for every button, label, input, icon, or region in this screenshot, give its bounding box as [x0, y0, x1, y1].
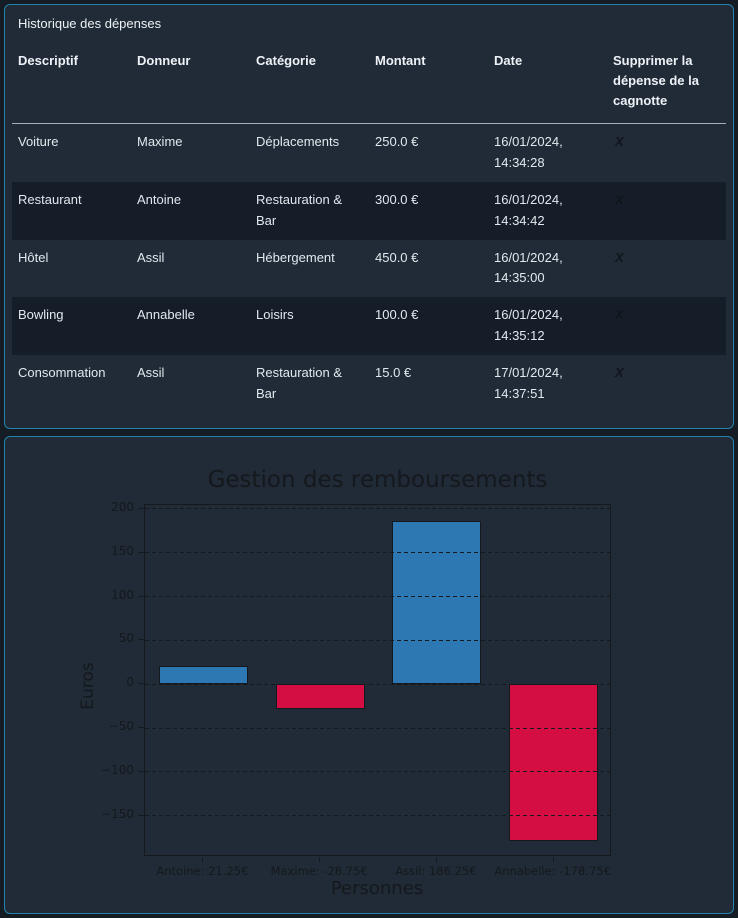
- reimbursement-chart: Gestion des remboursements Euros Personn…: [5, 437, 733, 913]
- chart-card: Gestion des remboursements Euros Personn…: [4, 436, 734, 914]
- col-header-montant: Montant: [369, 43, 488, 125]
- chart-title: Gestion des remboursements: [207, 467, 548, 493]
- y-tick-label: −150: [101, 806, 134, 821]
- bar-assil: [392, 521, 482, 685]
- cell-categorie: Déplacements: [256, 134, 340, 150]
- cell-categorie: Restauration & Bar: [256, 364, 342, 401]
- x-tick-mark: [202, 857, 204, 862]
- y-tick-mark: [138, 551, 144, 553]
- y-tick-label: −50: [108, 719, 134, 734]
- y-tick-label: 150: [111, 543, 134, 558]
- y-tick-label: 0: [126, 675, 134, 690]
- cell-donneur: Assil: [137, 249, 165, 265]
- cell-date: 16/01/2024, 14:34:42: [494, 192, 563, 228]
- table-row-restaurant: Restaurant Antoine Restauration & Bar 300.0…: [12, 182, 726, 240]
- x-tick-mark: [435, 857, 437, 862]
- bar-annabelle: [509, 684, 599, 841]
- expenses-table: Descriptif Donneur Catégorie Montant Date Sup…: [12, 43, 726, 412]
- cell-date: 16/01/2024, 14:34:28: [494, 134, 563, 171]
- cell-date: 16/01/2024, 14:35:12: [494, 307, 563, 343]
- cell-donneur: Annabelle: [137, 307, 195, 323]
- expenses-history-card: Historique des dépenses Descriptif Donneu…: [4, 4, 734, 429]
- gridline--100: [145, 771, 610, 773]
- cell-categorie: Hébergement: [256, 249, 335, 265]
- cell-donneur: Maxime: [137, 134, 183, 150]
- expenses-card-title: Historique des dépenses: [18, 16, 162, 31]
- delete-expense-button[interactable]: X: [613, 248, 624, 268]
- gridline-50: [145, 639, 610, 641]
- y-tick-label: 50: [118, 631, 134, 646]
- delete-expense-button[interactable]: X: [613, 190, 624, 210]
- cell-montant: 250.0 €: [375, 134, 419, 150]
- bar-maxime: [275, 684, 365, 710]
- table-header-row: Descriptif Donneur Catégorie Montant Date Sup…: [12, 43, 726, 125]
- gridline-200: [145, 508, 610, 510]
- cell-delete: X: [607, 182, 726, 240]
- gridline-100: [145, 596, 610, 598]
- y-tick-label: 200: [111, 499, 134, 514]
- cell-delete: X: [607, 297, 726, 355]
- delete-expense-button[interactable]: X: [613, 305, 624, 325]
- table-row-bowling: Bowling Annabelle Loisirs 100.0 € 16/01/2024…: [12, 297, 726, 355]
- y-tick-label: −100: [101, 762, 134, 777]
- bar-antoine: [158, 665, 248, 685]
- cell-delete: X: [607, 124, 726, 182]
- cell-donneur: Assil: [137, 364, 165, 380]
- table-row-consommation: Consommation Assil Restauration & Bar 15.0 …: [12, 355, 726, 413]
- x-tick-label-maxime: Maxime: -28.75€: [270, 864, 368, 878]
- y-tick-mark: [138, 507, 144, 509]
- delete-expense-button[interactable]: X: [613, 363, 624, 383]
- cell-date: 17/01/2024, 14:37:51: [494, 364, 563, 401]
- y-tick-mark: [138, 683, 144, 685]
- gridline-0: [145, 683, 610, 685]
- delete-expense-button[interactable]: X: [613, 132, 624, 152]
- x-tick-label-annabelle: Annabelle: -178.75€: [494, 864, 611, 878]
- cell-montant: 450.0 €: [375, 249, 419, 265]
- cell-date: 16/01/2024, 14:35:00: [494, 249, 563, 286]
- col-header-donneur: Donneur: [131, 43, 250, 125]
- cell-descriptif: Restaurant: [18, 192, 82, 208]
- col-header-date: Date: [488, 43, 607, 125]
- x-tick-mark: [319, 857, 321, 862]
- y-tick-mark: [138, 814, 144, 816]
- gridline--50: [145, 727, 610, 729]
- cell-descriptif: Voiture: [18, 134, 59, 150]
- x-tick-mark: [552, 857, 554, 862]
- cell-donneur: Antoine: [137, 192, 182, 208]
- cell-descriptif: Hôtel: [18, 249, 49, 265]
- cell-descriptif: Consommation: [18, 364, 106, 380]
- x-tick-label-assil: Assil: 186.25€: [395, 864, 477, 878]
- col-header-supprimer-la-depense-de-la-cagnotte: Supprimer la dépense de la cagnotte: [607, 43, 726, 125]
- col-header-descriptif: Descriptif: [12, 43, 131, 125]
- cell-descriptif: Bowling: [18, 307, 64, 323]
- cell-montant: 100.0 €: [375, 307, 419, 323]
- y-tick-label: 100: [111, 587, 134, 602]
- col-header-categorie: Catégorie: [250, 43, 369, 125]
- table-row-voiture: Voiture Maxime Déplacements 250.0 € 16/01/20…: [12, 124, 726, 182]
- x-tick-label-antoine: Antoine: 21.25€: [156, 864, 249, 878]
- cell-montant: 300.0 €: [375, 192, 419, 208]
- cell-delete: X: [607, 355, 726, 413]
- chart-x-axis-label: Personnes: [330, 878, 424, 899]
- y-tick-mark: [138, 727, 144, 729]
- cell-categorie: Loisirs: [256, 307, 294, 323]
- gridline-150: [145, 552, 610, 554]
- cell-categorie: Restauration & Bar: [256, 192, 342, 228]
- cell-montant: 15.0 €: [375, 364, 412, 380]
- y-tick-mark: [138, 595, 144, 597]
- cell-delete: X: [607, 240, 726, 298]
- y-tick-mark: [138, 770, 144, 772]
- plot-area: [144, 504, 611, 856]
- gridline--150: [145, 815, 610, 817]
- table-row-hotel: Hôtel Assil Hébergement 450.0 € 16/01/2024, …: [12, 240, 726, 298]
- y-tick-mark: [138, 639, 144, 641]
